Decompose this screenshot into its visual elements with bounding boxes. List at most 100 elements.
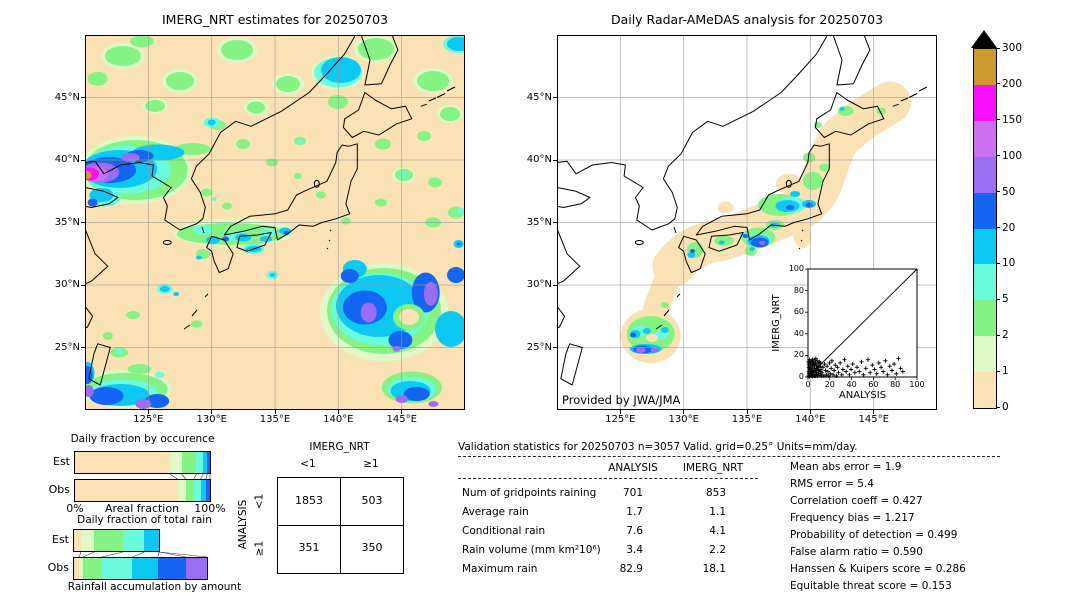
lat-tick-mark bbox=[553, 159, 557, 161]
colorbar-tick-label: 10 bbox=[1002, 257, 1016, 270]
bar-segment-0-1 bbox=[75, 480, 178, 501]
validation-score: Hanssen & Kuipers score = 0.286 bbox=[790, 563, 966, 575]
colorbar-tick-label: 5 bbox=[1002, 293, 1009, 306]
bar-segment-2-5 bbox=[93, 530, 124, 551]
contingency-cell-miss: 351 bbox=[298, 541, 320, 554]
inset-xtick-label: 20 bbox=[824, 380, 835, 389]
lat-tick-label: 25°N bbox=[54, 341, 80, 353]
colorbar-tick-mark bbox=[996, 262, 1000, 264]
occurrence-chart-title: Daily fraction by occurence bbox=[70, 433, 215, 445]
inset-ytick-label: 0 bbox=[798, 372, 804, 381]
bar-segment-2-5 bbox=[181, 452, 197, 473]
bar-segment-1-2 bbox=[177, 480, 186, 501]
contingency-cell-false-alarm: 503 bbox=[361, 494, 383, 507]
lat-tick-label: 40°N bbox=[54, 154, 80, 165]
coastlines bbox=[557, 35, 928, 386]
validation-score: Correlation coeff = 0.427 bbox=[790, 495, 923, 507]
bar-segment-1-2 bbox=[80, 530, 94, 551]
validation-score: RMS error = 5.4 bbox=[790, 478, 874, 490]
colorbar-tick-mark bbox=[996, 119, 1000, 121]
occurrence-xtick-0: 0% bbox=[66, 502, 84, 515]
inset-xtick-label: 80 bbox=[890, 380, 901, 389]
bar-segment-5-10 bbox=[101, 558, 133, 579]
bar-segment-50-100 bbox=[185, 558, 207, 579]
validation-row-analysis-value: 3.4 bbox=[626, 544, 643, 556]
bar-segment-5-10 bbox=[123, 530, 145, 551]
lon-tick-label: 135°E bbox=[259, 414, 291, 425]
lon-tick-mark bbox=[274, 410, 276, 414]
colorbar-tick-mark bbox=[996, 298, 1000, 300]
imerg-precip-map bbox=[85, 35, 465, 410]
colorbar-cell bbox=[974, 156, 996, 193]
validation-row-imerg-value: 2.2 bbox=[709, 544, 726, 556]
colorbar-tick-mark bbox=[996, 370, 1000, 372]
validation-title-underline bbox=[458, 456, 1000, 457]
validation-score: Frequency bias = 1.217 bbox=[790, 512, 915, 524]
bar-connector-lines bbox=[79, 551, 208, 558]
lon-tick-mark bbox=[337, 410, 339, 414]
bar-segment-10-20 bbox=[144, 530, 160, 551]
bar-segment-10-20 bbox=[132, 558, 158, 579]
lon-tick-label: 130°E bbox=[196, 414, 227, 425]
validation-score: Probability of detection = 0.499 bbox=[790, 529, 958, 541]
validation-row-analysis-value: 701 bbox=[622, 487, 643, 499]
lat-tick-label: 35°N bbox=[54, 216, 80, 228]
contingency-row-label-ge1: ≥1 bbox=[253, 540, 266, 557]
lon-tick-mark bbox=[401, 410, 403, 414]
occurrence-xlabel: Areal fraction bbox=[104, 502, 180, 515]
validation-title: Validation statistics for 20250703 n=305… bbox=[458, 441, 858, 453]
inset-ytick-label: 80 bbox=[793, 285, 804, 295]
left-map-title: IMERG_NRT estimates for 20250703 bbox=[161, 12, 388, 27]
bar-segment-2-5 bbox=[185, 480, 194, 501]
radar-okinawa-hole bbox=[646, 334, 658, 342]
bar-segment-5-10 bbox=[193, 480, 201, 501]
lat-tick-mark bbox=[81, 222, 85, 223]
lat-tick-label: 25°N bbox=[526, 341, 552, 353]
inset-ytick-label: 100 bbox=[788, 264, 804, 273]
lon-tick-label: 145°E bbox=[858, 414, 889, 425]
lat-tick-label: 45°N bbox=[54, 91, 80, 103]
colorbar-overflow-triangle bbox=[971, 30, 997, 48]
lat-tick-label: 30°N bbox=[54, 279, 80, 290]
colorbar-tick-label: 20 bbox=[1002, 221, 1016, 234]
lat-tick-mark bbox=[553, 222, 557, 223]
lon-tick-label: 140°E bbox=[795, 414, 826, 425]
contingency-cell-hit: 350 bbox=[361, 541, 383, 554]
lat-tick-mark bbox=[81, 347, 85, 348]
lat-tick-label: 35°N bbox=[526, 216, 552, 228]
colorbar-tick-mark bbox=[996, 227, 1000, 228]
bar-segment-0-1 bbox=[74, 558, 80, 579]
colorbar-cell bbox=[974, 120, 996, 158]
bar-segment-10-20 bbox=[200, 480, 206, 501]
lat-tick-label: 45°N bbox=[526, 91, 552, 103]
total-rain-caption: Rainfall accumulation by amount bbox=[67, 581, 242, 593]
map-credit: Provided by JWA/JMA bbox=[562, 393, 681, 407]
cont-divider-h bbox=[278, 525, 403, 526]
inset-xtick-label: 0 bbox=[805, 380, 811, 389]
colorbar-tick-mark bbox=[996, 406, 1000, 408]
inset-scatter-plot bbox=[805, 268, 918, 380]
colorbar-tick-label: 300 bbox=[1002, 42, 1023, 54]
total-rain-est-label: Est bbox=[52, 533, 69, 546]
colorbar-tick-label: 100 bbox=[1002, 149, 1023, 162]
colorbar-tick-label: 2 bbox=[1002, 329, 1009, 342]
bar-segment-1-2 bbox=[79, 558, 84, 579]
colorbar-tick-label: 200 bbox=[1002, 77, 1023, 90]
bar-segment-20-50 bbox=[207, 452, 210, 473]
validation-header-underline bbox=[458, 478, 758, 479]
lon-tick-label: 140°E bbox=[323, 414, 354, 425]
scatter-points bbox=[806, 356, 905, 379]
colorbar-tick-label: 0 bbox=[1002, 401, 1009, 413]
validation-row-analysis-value: 7.6 bbox=[626, 525, 643, 537]
inset-ytick-label: 40 bbox=[793, 328, 804, 338]
lon-tick-label: 145°E bbox=[386, 414, 417, 425]
lon-tick-mark bbox=[746, 410, 748, 414]
validation-score: Equitable threat score = 0.153 bbox=[790, 580, 952, 592]
precip-field-holes bbox=[393, 304, 425, 330]
inset-xlabel: ANALYSIS bbox=[838, 390, 887, 401]
occurrence-xtick-100: 100% bbox=[194, 502, 226, 515]
lat-tick-label: 40°N bbox=[526, 154, 552, 165]
lon-tick-label: 130°E bbox=[668, 414, 699, 425]
contingency-col-label-ge1: ≥1 bbox=[363, 458, 379, 470]
lat-tick-mark bbox=[553, 347, 557, 348]
